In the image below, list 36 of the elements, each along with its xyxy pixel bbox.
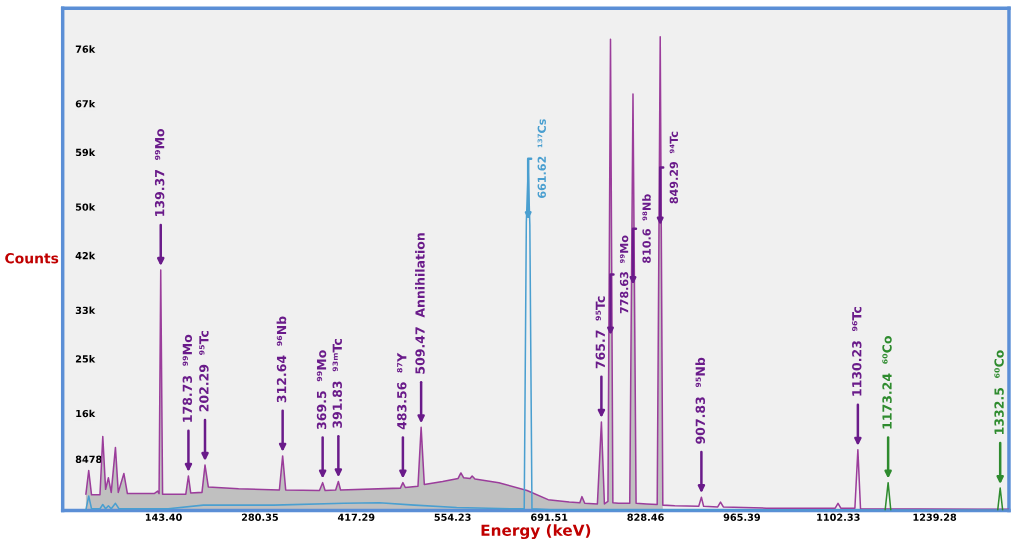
annotation: 369.5 ⁹⁹Mo xyxy=(316,350,327,430)
x-tick-label: 1239.28 xyxy=(913,513,957,521)
annotation: 1130.23 ⁹⁶Tc xyxy=(852,307,862,396)
y-tick-label: 16k xyxy=(76,409,96,418)
y-tick-label: 59k xyxy=(75,148,96,157)
x-tick-label: 417.29 xyxy=(337,513,375,521)
annotation: 765.7 ⁹⁵Tc xyxy=(595,296,606,369)
x-axis-title: Energy (keV) xyxy=(481,524,591,540)
y-tick-label: 33k xyxy=(75,306,96,314)
x-tick-label: 554.23 xyxy=(434,513,471,521)
annotation: 1332.5 ⁶⁰Co xyxy=(994,350,1004,434)
y-tick-label: 25k xyxy=(75,355,96,363)
annotation: 139.37 ⁹⁹Mo xyxy=(154,128,165,216)
annotation: 778.63 ⁹⁹Mo xyxy=(619,235,629,314)
annotation: 810.6 ⁹⁸Nb xyxy=(642,194,651,263)
y-tick-label: 76k xyxy=(75,45,96,53)
x-tick-label: 691.51 xyxy=(531,513,568,521)
y-tick-label: 67k xyxy=(75,99,96,108)
annotation: 312.64 ⁹⁶Nb xyxy=(276,316,287,403)
y-tick-label: 50k xyxy=(75,203,96,211)
annotation: 509.47 Annihilation xyxy=(415,233,425,374)
annotation: 202.29 ⁹⁵Tc xyxy=(199,330,209,412)
annotation: 849.29 ⁹⁴Tc xyxy=(669,131,679,204)
annotation: 661.62 ¹³⁷Cs xyxy=(537,119,546,198)
x-tick-label: 1102.33 xyxy=(817,513,860,521)
y-axis-title: Counts xyxy=(5,252,59,264)
annotation: 483.56 ⁸⁷Y xyxy=(397,352,407,430)
x-tick-label: 965.39 xyxy=(723,513,761,521)
annotation: 1173.24 ⁶⁰Co xyxy=(882,336,892,429)
annotation: 391.83 ⁹³ᵐTc xyxy=(332,339,342,428)
annotation: 178.73 ⁹⁹Mo xyxy=(182,334,193,422)
x-tick-label: 143.40 xyxy=(145,513,182,521)
y-tick-label: 42k xyxy=(75,251,96,260)
x-tick-label: 280.35 xyxy=(241,513,279,521)
annotation: 907.83 ⁹⁵Nb xyxy=(695,357,706,444)
x-tick-label: 828.46 xyxy=(627,513,664,521)
